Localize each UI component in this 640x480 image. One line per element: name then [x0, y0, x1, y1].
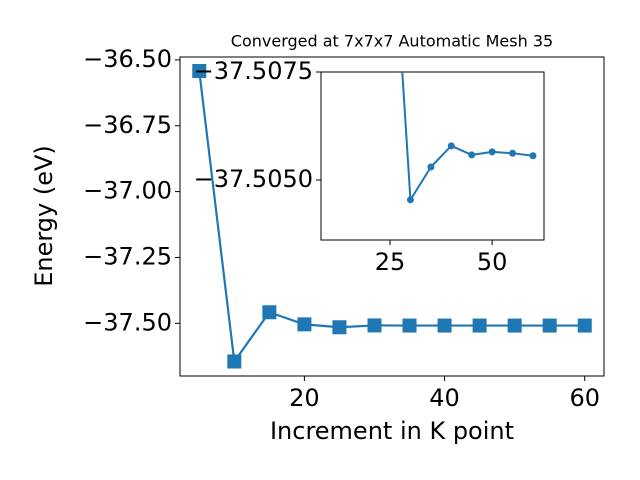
marker: [509, 149, 517, 157]
marker: [332, 320, 347, 335]
x-tick-label: 50: [477, 248, 508, 276]
marker: [297, 317, 312, 332]
y-tick-label: −37.5075: [194, 57, 313, 85]
y-tick-label: −37.25: [83, 242, 172, 270]
x-tick-label: 25: [375, 248, 406, 276]
x-tick-label: 20: [289, 384, 320, 412]
y-tick-label: −36.50: [83, 45, 172, 73]
x-tick-label: 60: [569, 384, 600, 412]
plot-content: [192, 63, 592, 369]
y-tick-label: −36.75: [83, 111, 172, 139]
plot-content: [401, 72, 537, 204]
marker: [367, 318, 382, 333]
marker: [468, 151, 476, 159]
marker: [192, 63, 207, 78]
marker: [437, 318, 452, 333]
marker: [262, 305, 277, 320]
marker: [402, 318, 417, 333]
marker: [227, 354, 242, 369]
marker: [577, 318, 592, 333]
x-tick-label: 40: [429, 384, 460, 412]
chart-title: Converged at 7x7x7 Automatic Mesh 35: [231, 32, 553, 51]
marker: [542, 318, 557, 333]
y-tick-label: −37.5050: [194, 165, 313, 193]
x-axis-label: Increment in K point: [270, 417, 514, 445]
marker: [447, 142, 455, 150]
marker: [406, 196, 414, 204]
marker: [507, 318, 522, 333]
y-tick-label: −37.00: [83, 177, 172, 205]
marker: [427, 163, 435, 171]
marker: [488, 148, 496, 156]
marker: [472, 318, 487, 333]
marker: [529, 152, 537, 160]
y-tick-label: −37.50: [83, 308, 172, 336]
y-axis-label: Energy (eV): [30, 145, 58, 287]
plot-area: [320, 71, 545, 241]
